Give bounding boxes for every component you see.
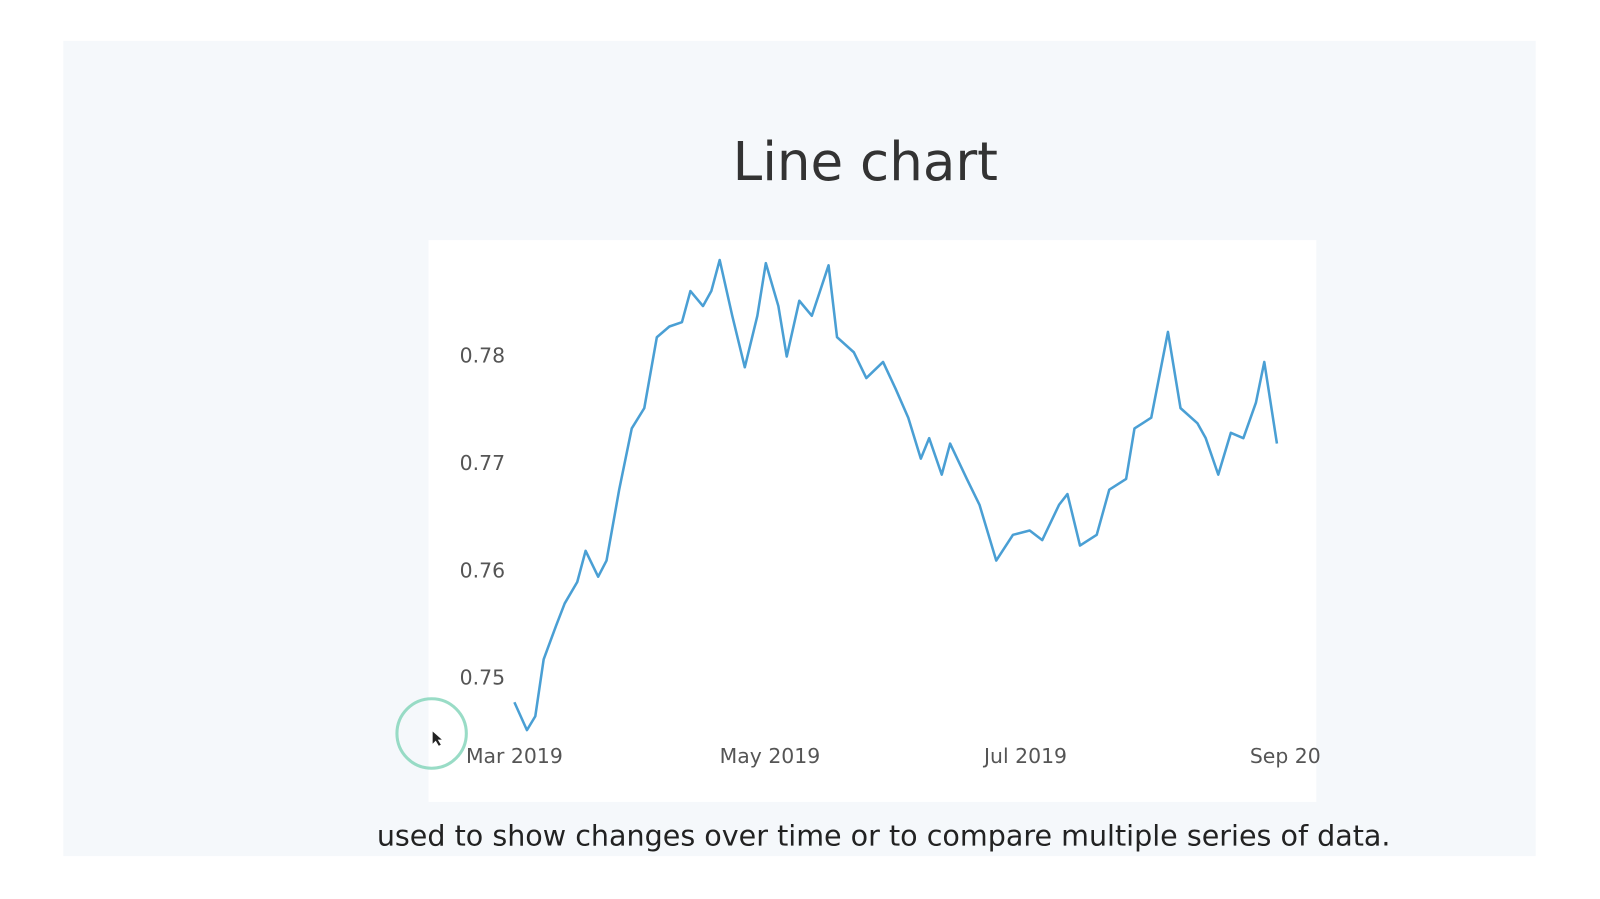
cursor-highlight [395, 697, 468, 770]
x-tick-label: May 2019 [720, 744, 821, 768]
chart-area [428, 240, 1317, 802]
y-tick-label: 0.75 [460, 666, 505, 690]
y-tick-label: 0.77 [460, 451, 505, 475]
caption: used to show changes over time or to com… [377, 819, 1391, 853]
x-tick-label: Jul 2019 [982, 744, 1067, 768]
y-tick-label: 0.76 [460, 558, 505, 582]
x-tick-label: Sep 20 [1250, 744, 1321, 768]
data-line [513, 258, 1279, 732]
y-tick-label: 0.78 [460, 344, 505, 368]
x-tick-label: Mar 2019 [466, 744, 563, 768]
chart-title: Line chart [733, 131, 998, 193]
cursor [432, 731, 442, 746]
